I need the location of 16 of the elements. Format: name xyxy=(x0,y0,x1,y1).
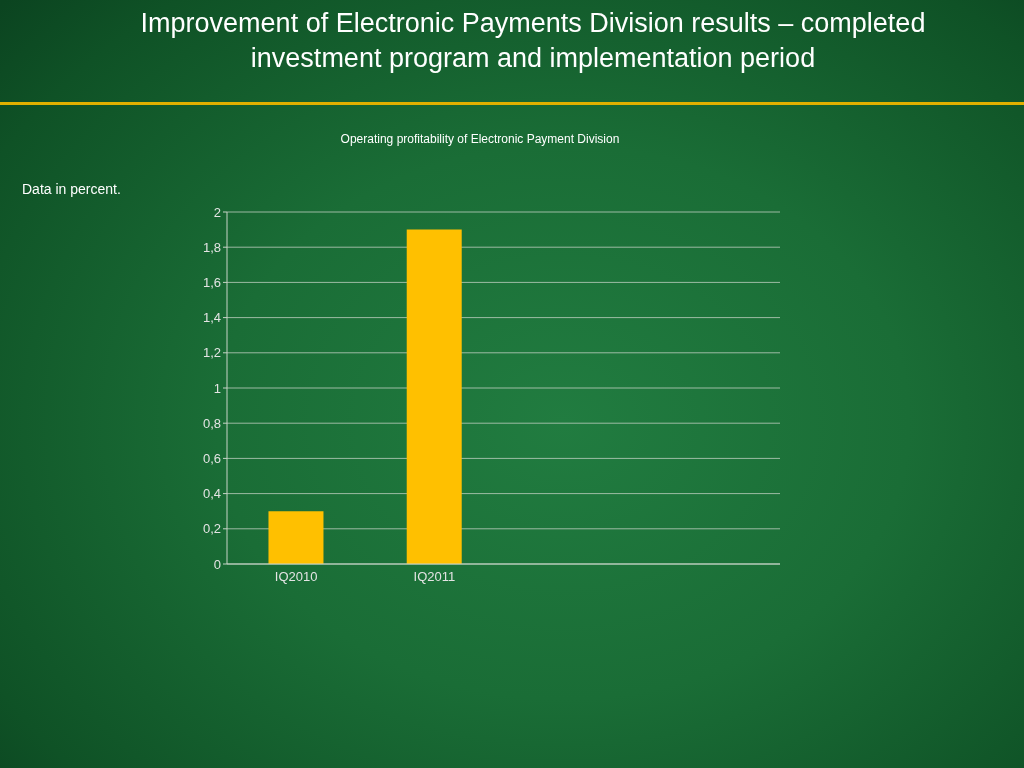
y-tick-label: 1 xyxy=(213,380,221,396)
y-tick-label: 1,2 xyxy=(202,345,221,361)
x-tick-label: IQ2010 xyxy=(274,569,318,585)
y-tick-label: 0,4 xyxy=(202,486,221,502)
y-tick-label: 0,2 xyxy=(202,521,221,537)
chart-title: Improvement of Electronic Payments Division results – completed investment program and implementation period xyxy=(139,7,927,75)
x-tick-label: IQ2011 xyxy=(413,569,456,585)
y-tick-label: 0,8 xyxy=(202,415,221,431)
y-tick-label: 0 xyxy=(213,556,221,572)
y-tick-label: 1,6 xyxy=(202,275,221,291)
y-tick-label: 2 xyxy=(213,204,221,220)
chart-subtitle: Operating profitability of Electronic Payment Division xyxy=(339,132,621,146)
y-tick-label: 0,6 xyxy=(202,451,221,467)
y-tick-label: 1,8 xyxy=(202,239,221,255)
y-tick-label: 1,4 xyxy=(202,310,221,326)
text: Data in percent. xyxy=(22,181,121,197)
